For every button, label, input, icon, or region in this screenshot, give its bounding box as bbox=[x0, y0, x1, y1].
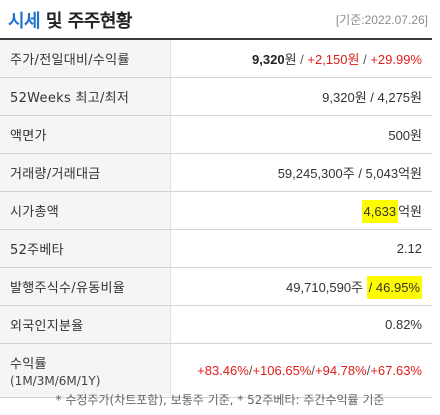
title-rest: 및 주주현황 bbox=[45, 11, 133, 32]
table-row: 외국인지분율 0.82% bbox=[0, 305, 432, 344]
row-value: 9,320원 / +2,150원 / +29.99% bbox=[170, 39, 432, 78]
return-3m: +106.65% bbox=[252, 363, 312, 378]
row-value: +83.46%/+106.65%/+94.78%/+67.63% bbox=[170, 343, 432, 398]
row-label: 52주베타 bbox=[0, 229, 171, 268]
row-value: 49,710,590주 / 46.95% bbox=[170, 267, 432, 306]
current-price: 9,320 bbox=[252, 52, 285, 67]
section-header: 시세 및 주주현황 [기준:2022.07.26] bbox=[0, 0, 440, 40]
table-row: 52Weeks 최고/최저 9,320원 / 4,275원 bbox=[0, 77, 432, 116]
separator: / bbox=[248, 363, 253, 378]
highlighted-value: / 46.95% bbox=[366, 276, 422, 299]
stock-info-table: 주가/전일대비/수익률 9,320원 / +2,150원 / +29.99% 5… bbox=[0, 38, 432, 398]
row-value: 9,320원 / 4,275원 bbox=[170, 77, 432, 116]
separator: / bbox=[366, 363, 371, 378]
table-row: 발행주식수/유동비율 49,710,590주 / 46.95% bbox=[0, 267, 432, 306]
return-rate: +29.99% bbox=[370, 52, 422, 67]
title-accent: 시세 bbox=[8, 11, 41, 32]
row-label: 시가총액 bbox=[0, 191, 171, 230]
row-value: 4,633 억원 bbox=[170, 191, 432, 230]
reference-date: [기준:2022.07.26] bbox=[335, 13, 428, 27]
return-1y: +67.63% bbox=[370, 363, 422, 378]
price-change: +2,150원 bbox=[307, 52, 360, 67]
table-row: 주가/전일대비/수익률 9,320원 / +2,150원 / +29.99% bbox=[0, 39, 432, 78]
row-label: 액면가 bbox=[0, 115, 171, 154]
row-label: 수익률 (1M/3M/6M/1Y) bbox=[0, 343, 171, 398]
section-title: 시세 및 주주현황 bbox=[8, 7, 132, 33]
price-unit: 원 bbox=[284, 52, 297, 67]
row-label: 주가/전일대비/수익률 bbox=[0, 39, 171, 78]
table-row: 수익률 (1M/3M/6M/1Y) +83.46%/+106.65%/+94.7… bbox=[0, 343, 432, 398]
row-label-main: 수익률 bbox=[10, 357, 47, 372]
row-label: 거래량/거래대금 bbox=[0, 153, 171, 192]
separator: / bbox=[359, 52, 371, 67]
return-1m: +83.46% bbox=[197, 363, 249, 378]
row-value: 0.82% bbox=[170, 305, 432, 344]
value-suffix: 억원 bbox=[398, 204, 422, 219]
separator: / bbox=[296, 52, 308, 67]
return-6m: +94.78% bbox=[315, 363, 367, 378]
value-prefix: 49,710,590주 bbox=[286, 280, 367, 295]
row-value: 2.12 bbox=[170, 229, 432, 268]
table-row: 거래량/거래대금 59,245,300주 / 5,043억원 bbox=[0, 153, 432, 192]
table-row: 시가총액 4,633 억원 bbox=[0, 191, 432, 230]
row-label: 외국인지분율 bbox=[0, 305, 171, 344]
table-row: 액면가 500원 bbox=[0, 115, 432, 154]
table-row: 52주베타 2.12 bbox=[0, 229, 432, 268]
row-label: 52Weeks 최고/최저 bbox=[0, 77, 171, 116]
footnote: * 수정주가(차트포함), 보통주 기준, * 52주베타: 주간수익률 기준 bbox=[55, 393, 385, 407]
row-sublabel: (1M/3M/6M/1Y) bbox=[10, 374, 101, 388]
row-value: 500원 bbox=[170, 115, 432, 154]
highlighted-value: 4,633 bbox=[361, 200, 399, 223]
separator: / bbox=[311, 363, 315, 378]
row-label: 발행주식수/유동비율 bbox=[0, 267, 171, 306]
row-value: 59,245,300주 / 5,043억원 bbox=[170, 153, 432, 192]
